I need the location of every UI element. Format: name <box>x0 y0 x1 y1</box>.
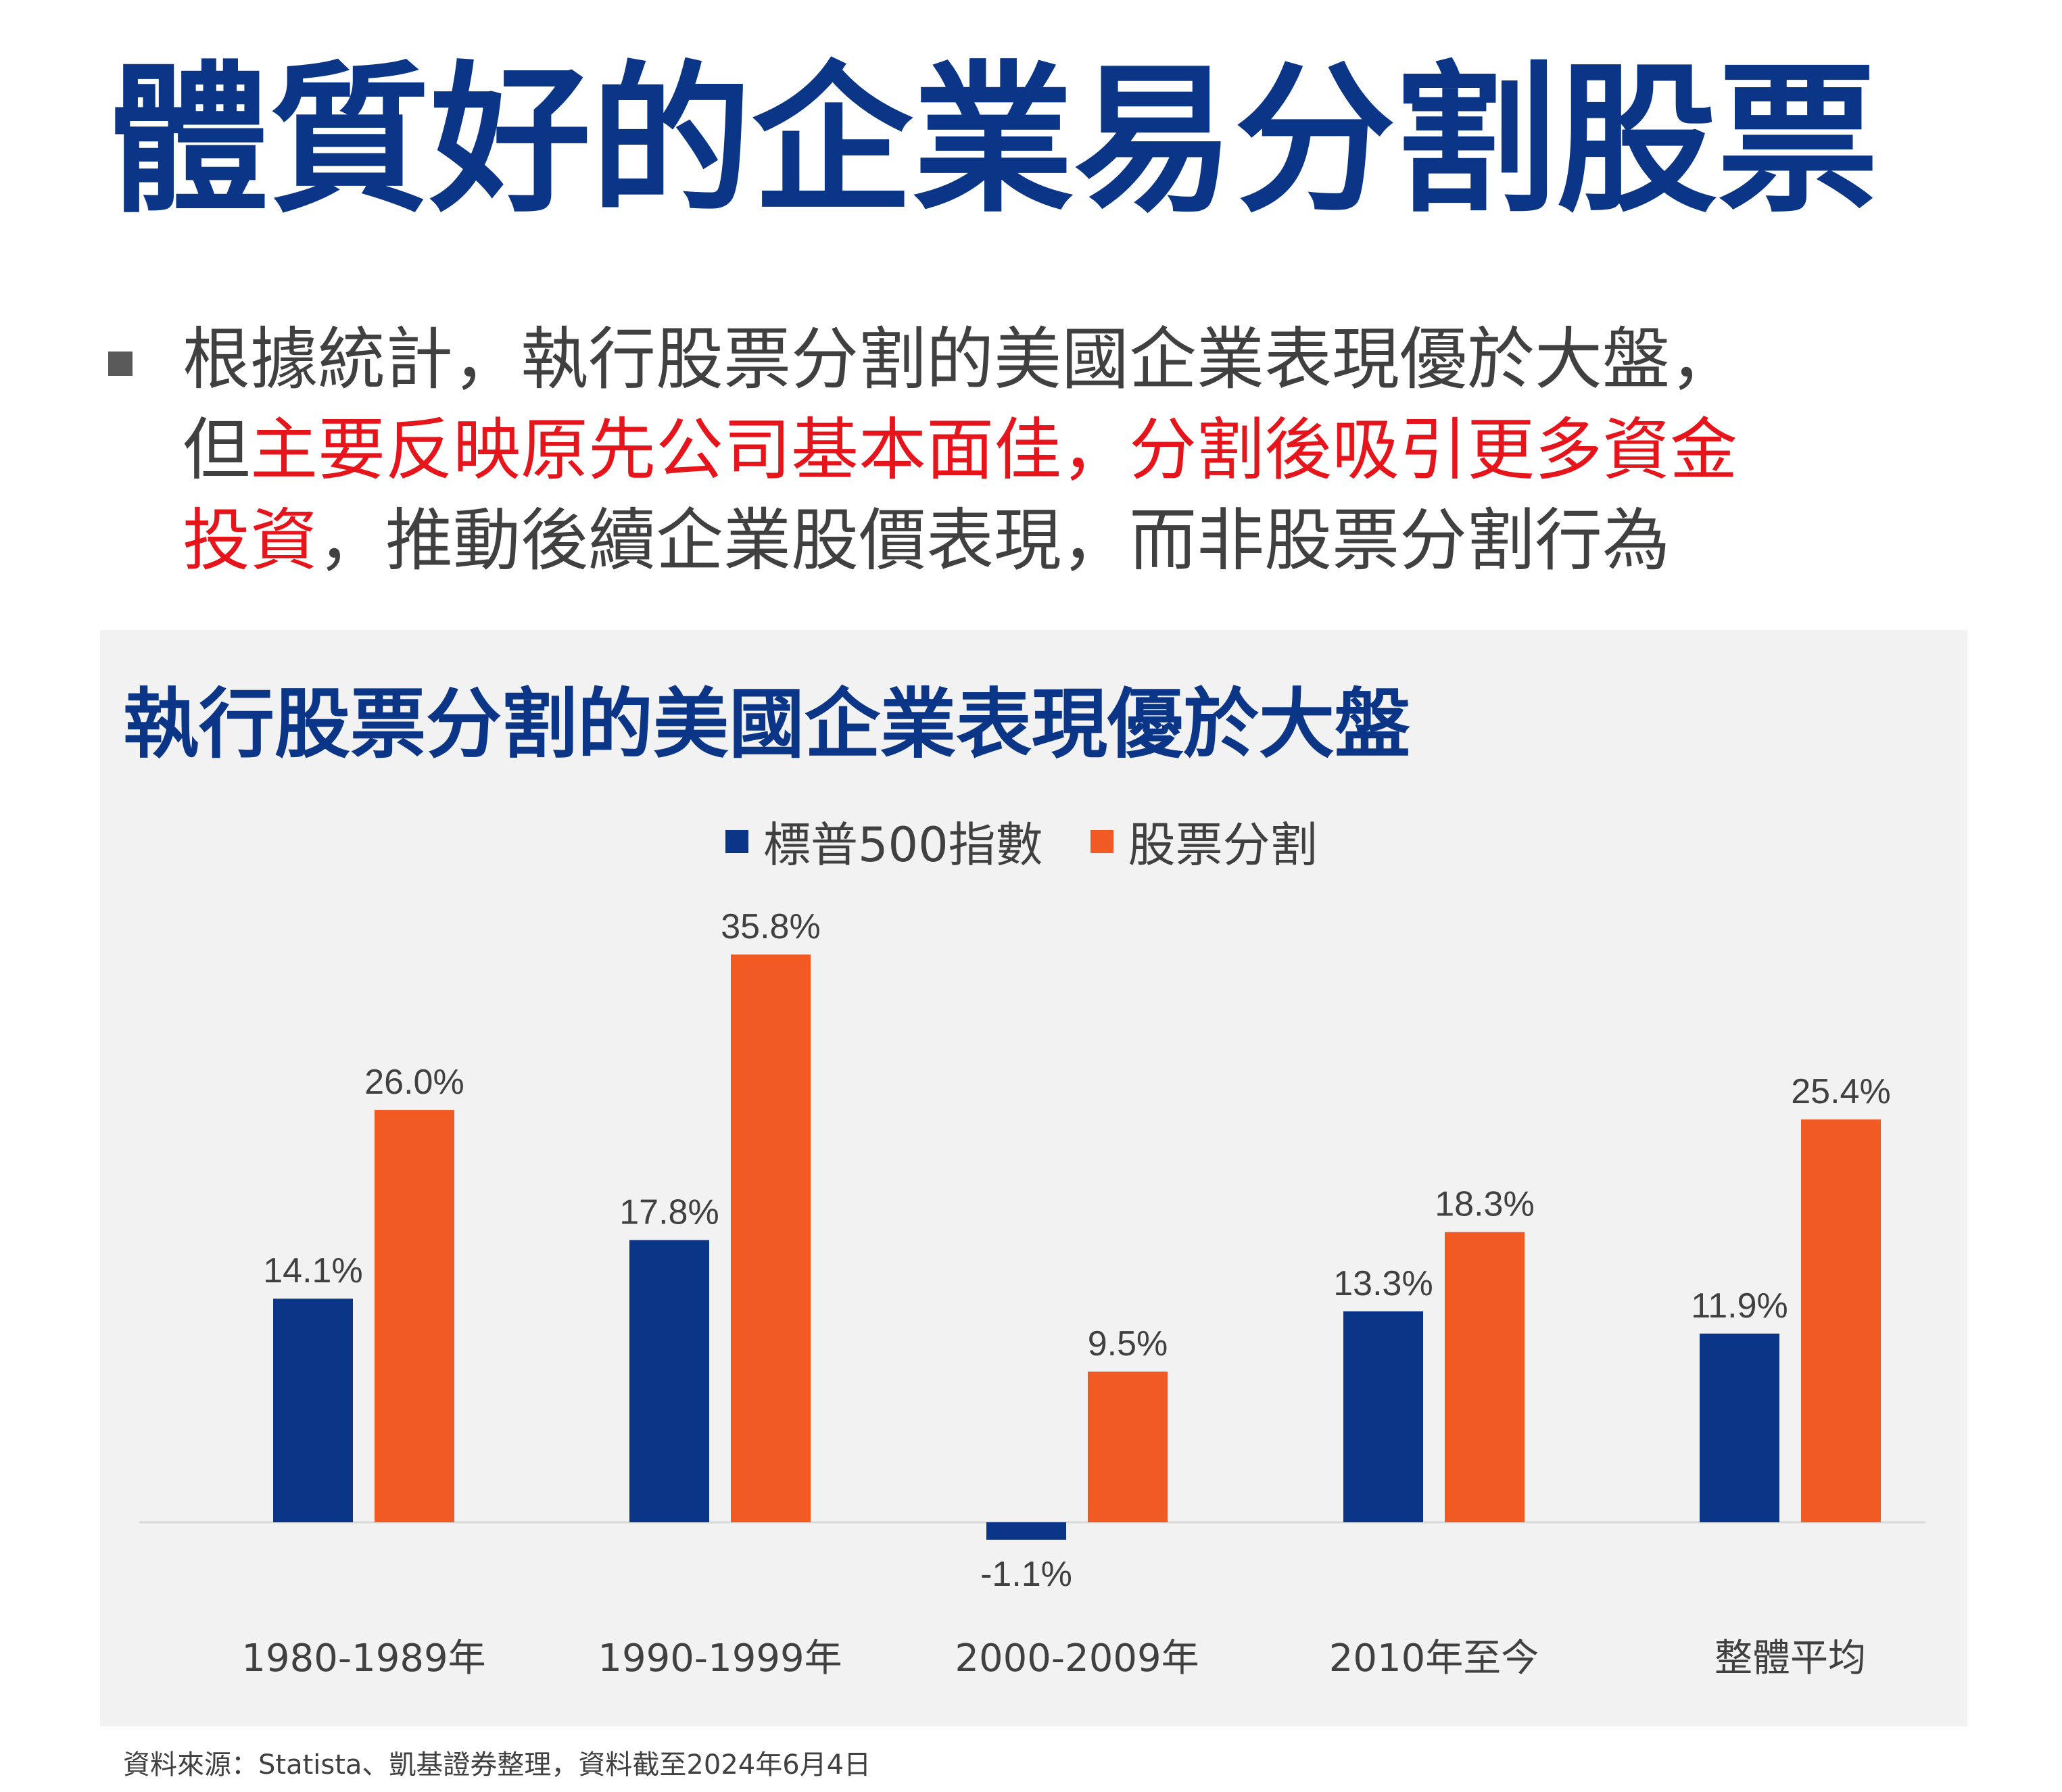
bar-split-1 <box>731 954 811 1522</box>
bar-chart: 14.1% 26.0% 1980-1989年 17.8% 35.8% 1990-1999年… <box>139 907 1925 1680</box>
legend-label-split: 股票分割 <box>1128 817 1318 873</box>
page-title: 體質好的企業易分割股票 <box>108 47 1878 235</box>
data-label-sp500-1: 17.8% <box>619 1192 719 1232</box>
legend-label-sp500: 標普500指數 <box>763 817 1043 873</box>
data-label-split-0: 26.0% <box>364 1063 464 1102</box>
category-label-3: 2010年至今 <box>1329 1637 1539 1680</box>
bullet-line-1: 根據統計，執行股票分割的美國企業表現優於大盤， <box>183 320 1737 399</box>
chart-legend: 標普500指數 股票分割 <box>725 807 1365 875</box>
bar-sp500-1 <box>629 1240 709 1522</box>
source-note: 資料來源：Statista、凱基證券整理，資料截至2024年6月4日 <box>123 1749 871 1781</box>
data-label-split-1: 35.8% <box>721 907 820 946</box>
data-label-sp500-2: -1.1% <box>980 1555 1072 1594</box>
bullet-line-2-highlight: 主要反映原先公司基本面佳，分割後吸引更多資金 <box>250 410 1737 489</box>
bar-sp500-0 <box>273 1299 353 1522</box>
legend-item-split: 股票分割 <box>1090 807 1318 875</box>
data-label-split-4: 25.4% <box>1791 1072 1890 1111</box>
bar-split-0 <box>375 1110 454 1522</box>
bullet-line-3-plain: ，推動後續企業股價表現，而非股票分割行為 <box>318 501 1670 580</box>
square-bullet-icon <box>108 352 133 376</box>
data-label-split-3: 18.3% <box>1435 1185 1534 1224</box>
chart-panel: 執行股票分割的美國企業表現優於大盤 標普500指數 股票分割 14.1% 26.0… <box>100 630 1967 1726</box>
legend-item-sp500: 標普500指數 <box>725 807 1043 875</box>
bullet-text: 根據統計，執行股票分割的美國企業表現優於大盤， 但主要反映原先公司基本面佳，分割… <box>183 314 2035 586</box>
bar-sp500-4 <box>1700 1333 1779 1522</box>
category-label-2: 2000-2009年 <box>955 1637 1199 1680</box>
legend-swatch-split <box>1090 829 1113 853</box>
bullet-line-3-highlight: 投資 <box>183 501 318 580</box>
data-label-sp500-3: 13.3% <box>1333 1264 1433 1303</box>
chart-title: 執行股票分割的美國企業表現優於大盤 <box>123 681 1410 769</box>
bullet-line-2-plain: 但 <box>183 410 250 489</box>
data-label-split-2: 9.5% <box>1088 1324 1168 1363</box>
bar-split-2 <box>1088 1372 1168 1522</box>
category-label-0: 1980-1989年 <box>241 1637 485 1680</box>
legend-swatch-sp500 <box>725 829 748 853</box>
bar-split-3 <box>1445 1232 1525 1522</box>
category-label-1: 1990-1999年 <box>598 1637 842 1680</box>
bar-sp500-3 <box>1343 1311 1423 1522</box>
data-label-sp500-0: 14.1% <box>263 1251 362 1290</box>
bar-split-4 <box>1801 1119 1881 1522</box>
category-label-4: 整體平均 <box>1715 1637 1866 1680</box>
bar-sp500-2 <box>986 1522 1066 1540</box>
data-label-sp500-4: 11.9% <box>1691 1286 1788 1326</box>
